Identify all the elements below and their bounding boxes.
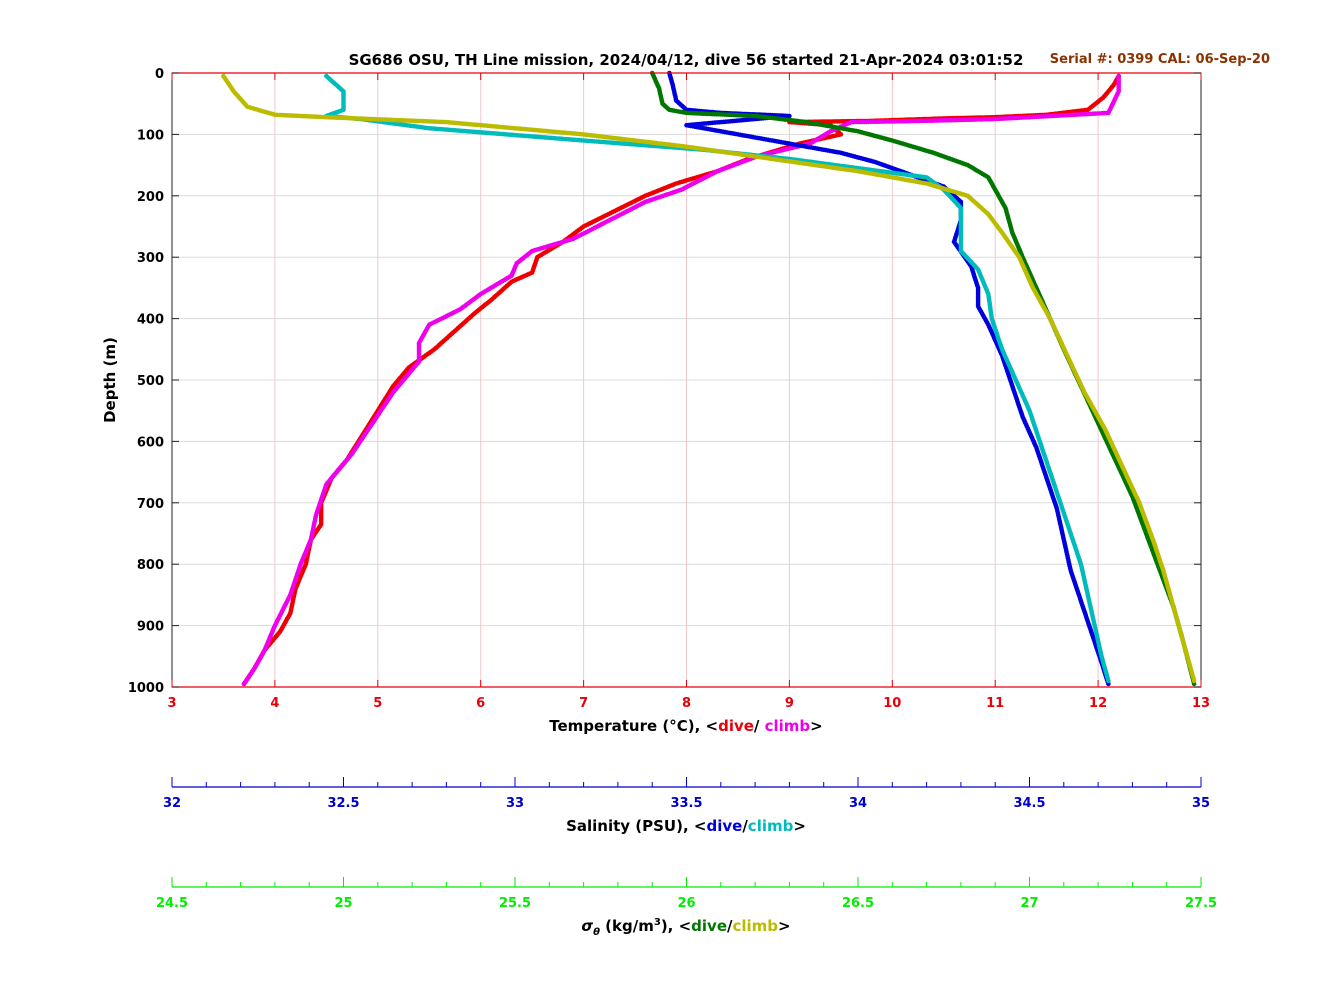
temperature-tick-label: 9	[785, 696, 794, 711]
temperature-label-close: >	[810, 717, 823, 735]
temperature-tick-label: 12	[1089, 696, 1107, 711]
salinity-climb-series	[324, 73, 1111, 684]
density-label-sub: θ	[593, 927, 600, 938]
y-tick-label: 200	[137, 190, 164, 205]
temperature-label-main: Temperature (°C), <	[549, 717, 718, 735]
density-label-unit-a: (kg/m	[600, 917, 654, 935]
salinity-climb-word: climb	[748, 817, 794, 835]
density-label-close: >	[778, 917, 791, 935]
temperature-climb-series	[241, 73, 1121, 687]
salinity-tick-label: 35	[1192, 796, 1210, 811]
temperature-tick-label: 8	[682, 696, 691, 711]
y-tick-label: 400	[137, 313, 164, 328]
y-tick-label: 900	[137, 620, 164, 635]
salinity-tick-label: 32.5	[327, 796, 359, 811]
density-tick-labels: 24.5 25 25.5 26 26.5 27 27.5	[156, 896, 1217, 911]
density-label-sep: /	[727, 917, 733, 935]
temperature-climb-word: climb	[765, 717, 811, 735]
temperature-tick-label: 3	[167, 696, 176, 711]
temperature-label-sep: /	[754, 717, 765, 735]
data-point	[1116, 73, 1121, 79]
salinity-tick-label: 34	[849, 796, 867, 811]
temperature-tick-label: 6	[476, 696, 485, 711]
y-tick-labels: 0 100 200 300 400 500 600 700 800 900 1000	[128, 67, 164, 696]
y-tick-label: 700	[137, 497, 164, 512]
density-axis: 24.5 25 25.5 26 26.5 27 27.5 σθ (kg/m3), <dive…	[156, 877, 1217, 938]
salinity-label-sep: /	[742, 817, 748, 835]
salinity-tick-label: 33.5	[670, 796, 702, 811]
y-tick-label: 500	[137, 374, 164, 389]
density-tick-label: 27.5	[1185, 896, 1217, 911]
temperature-tick-label: 5	[373, 696, 382, 711]
salinity-label-main: Salinity (PSU), <	[566, 817, 706, 835]
salinity-axis: 32 32.5 33 33.5 34 34.5 35 Salinity (PSU), <di…	[163, 777, 1210, 835]
salinity-tick-label: 34.5	[1013, 796, 1045, 811]
salinity-label-close: >	[793, 817, 806, 835]
temperature-tick-marks	[171, 73, 1202, 687]
y-axis-label: Depth (m)	[101, 337, 119, 423]
density-tick-label: 25.5	[499, 896, 531, 911]
density-tick-label: 27	[1020, 896, 1038, 911]
y-tick-label: 800	[137, 558, 164, 573]
temperature-dive-word: dive	[718, 717, 754, 735]
temperature-tick-label: 7	[579, 696, 588, 711]
y-tick-marks	[172, 72, 1201, 688]
temperature-tick-label: 13	[1192, 696, 1210, 711]
density-tick-label: 25	[334, 896, 352, 911]
density-climb-word: climb	[733, 917, 779, 935]
chart-title: SG686 OSU, TH Line mission, 2024/04/12, …	[349, 51, 1024, 69]
density-dive-word: dive	[691, 917, 727, 935]
temperature-tick-labels: 3 4 5 6 7 8 9 10 11 12 13	[167, 696, 1210, 711]
data-point	[324, 73, 329, 79]
density-label-sup: 3	[654, 917, 661, 928]
plot-area: 0 100 200 300 400 500 600 700 800 900 1000 3 4 5 6 7 8 9…	[128, 67, 1210, 711]
density-tick-label: 26	[677, 896, 695, 911]
temperature-tick-label: 4	[270, 696, 279, 711]
y-tick-label: 1000	[128, 681, 164, 696]
salinity-tick-marks	[171, 777, 1202, 787]
serial-cal-annotation: Serial #: 0399 CAL: 06-Sep-20	[1050, 52, 1270, 67]
density-label-sym: σ	[581, 917, 593, 935]
density-tick-marks	[171, 877, 1202, 887]
temperature-axis-label: Temperature (°C), <dive/ climb>	[549, 717, 823, 735]
grid-lines	[172, 73, 1201, 687]
salinity-tick-label: 33	[506, 796, 524, 811]
data-points	[221, 70, 1197, 687]
density-tick-label: 26.5	[842, 896, 874, 911]
salinity-axis-label: Salinity (PSU), <dive/climb>	[566, 817, 806, 835]
density-tick-label: 24.5	[156, 896, 188, 911]
salinity-tick-labels: 32 32.5 33 33.5 34 34.5 35	[163, 796, 1210, 811]
y-tick-label: 600	[137, 435, 164, 450]
y-tick-label: 0	[155, 67, 164, 82]
data-point	[221, 73, 226, 79]
density-label-unit-b: ), <	[661, 917, 691, 935]
salinity-dive-word: dive	[706, 817, 742, 835]
temperature-tick-label: 11	[986, 696, 1004, 711]
temperature-tick-label: 10	[883, 696, 901, 711]
salinity-tick-label: 32	[163, 796, 181, 811]
y-tick-label: 100	[137, 128, 164, 143]
y-tick-label: 300	[137, 251, 164, 266]
density-climb-series	[221, 73, 1197, 684]
density-axis-label: σθ (kg/m3), <dive/climb>	[581, 917, 790, 938]
